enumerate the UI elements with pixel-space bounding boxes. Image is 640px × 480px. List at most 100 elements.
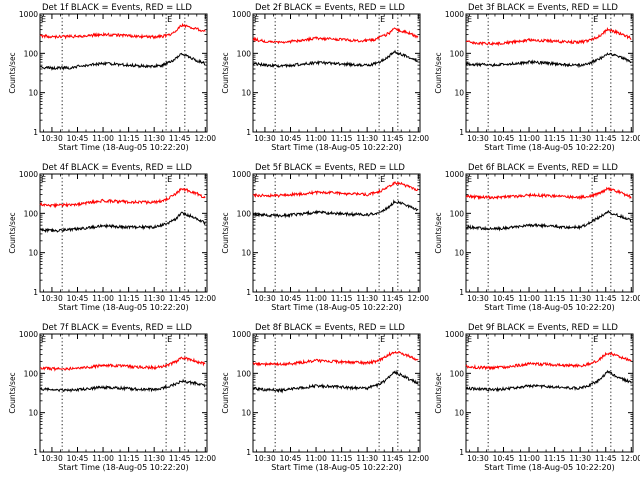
series-line-events [252,199,419,219]
y-tick-label: 100 [450,369,465,378]
y-tick-label: 100 [24,49,39,58]
chart-title: Det 8f BLACK = Events, RED = LLD [255,323,405,333]
y-tick-label: 100 [450,209,465,218]
x-tick-label: 10:30 [41,134,63,143]
event-marker-label: E [467,335,472,344]
chart-panel-1: Det 1f BLACK = Events, RED = LLD 1 10 100 10… [8,3,216,152]
x-tick-label: 12:00 [620,294,640,303]
chart-panel-9: Det 9f BLACK = Events, RED = LLD 1 10 100 10… [434,323,640,472]
x-tick-label: 11:45 [382,454,404,463]
series-line-lld [252,350,419,367]
series-line-events [39,378,206,393]
y-tick-label: 1000 [19,330,38,339]
x-axis-label: Start Time (18-Aug-05 10:22:20) [271,463,402,472]
series-line-lld [40,356,206,372]
x-axis-label: Start Time (18-Aug-05 10:22:20) [271,143,402,152]
chart-panel-2: Det 2f BLACK = Events, RED = LLD 1 10 100 10… [221,3,429,152]
y-tick-label: 100 [237,209,252,218]
x-axis-label: Start Time (18-Aug-05 10:22:20) [484,143,615,152]
y-tick-label: 1 [33,448,38,457]
y-axis-label: Counts/sec [221,212,230,253]
event-marker-label: E [380,15,385,24]
y-tick-label: 10 [28,249,38,258]
event-marker-label: E [41,335,46,344]
x-tick-label: 11:45 [382,294,404,303]
y-tick-label: 10 [454,249,464,258]
x-tick-label: 10:45 [280,294,302,303]
x-tick-label: 11:15 [118,294,140,303]
chart-title: Det 4f BLACK = Events, RED = LLD [42,163,192,173]
series-line-lld [465,186,632,201]
plot-frame [465,333,634,453]
series-line-events [252,369,419,394]
series-line-lld [252,27,419,45]
y-tick-label: 1 [33,128,38,137]
event-marker-label: E [167,15,172,24]
y-tick-label: 1 [459,288,464,297]
y-tick-label: 100 [450,49,465,58]
y-tick-label: 1 [246,288,251,297]
chart-title: Det 2f BLACK = Events, RED = LLD [255,3,405,13]
y-axis-label: Counts/sec [434,212,443,253]
y-tick-label: 1000 [19,170,38,179]
x-tick-label: 11:00 [305,134,327,143]
y-tick-label: 10 [28,409,38,418]
x-tick-label: 12:00 [407,294,429,303]
x-tick-label: 11:00 [305,294,327,303]
x-tick-label: 11:45 [595,134,617,143]
x-tick-label: 11:00 [518,134,540,143]
x-axis-label: Start Time (18-Aug-05 10:22:20) [271,303,402,312]
y-axis-label: Counts/sec [8,52,17,93]
plot-frame [252,333,421,453]
series-line-events [465,210,632,232]
y-tick-label: 1000 [19,10,38,19]
chart-panel-3: Det 3f BLACK = Events, RED = LLD 1 10 100 10… [434,3,640,152]
chart-panel-6: Det 6f BLACK = Events, RED = LLD 1 10 100 10… [434,163,640,312]
x-tick-label: 10:30 [254,134,276,143]
event-marker-label: E [467,15,472,24]
event-marker-label: E [254,15,259,24]
x-tick-label: 10:30 [467,454,489,463]
chart-panel-7: Det 7f BLACK = Events, RED = LLD 1 10 100 10… [8,323,216,472]
x-axis-label: Start Time (18-Aug-05 10:22:20) [58,303,189,312]
x-tick-label: 12:00 [407,454,429,463]
series-line-lld [39,187,206,209]
series-line-events [40,211,206,234]
event-marker-label: E [380,175,385,184]
y-tick-label: 100 [24,369,39,378]
plot-frame [465,13,634,133]
y-tick-label: 100 [24,209,39,218]
x-tick-label: 10:30 [467,294,489,303]
x-tick-label: 11:00 [518,454,540,463]
x-tick-label: 11:45 [169,454,191,463]
x-tick-label: 11:15 [331,134,353,143]
y-tick-label: 1 [246,448,251,457]
x-axis-label: Start Time (18-Aug-05 10:22:20) [58,463,189,472]
x-tick-label: 10:30 [254,454,276,463]
x-tick-label: 11:30 [143,134,165,143]
chart-panel-5: Det 5f BLACK = Events, RED = LLD 1 10 100 10… [221,163,429,312]
series-line-lld [39,22,206,40]
event-marker-label: E [380,335,385,344]
chart-panel-4: Det 4f BLACK = Events, RED = LLD 1 10 100 10… [8,163,216,312]
event-marker-label: E [467,175,472,184]
event-marker-label: E [254,335,259,344]
y-tick-label: 100 [237,49,252,58]
y-tick-label: 1000 [445,10,464,19]
x-tick-label: 11:30 [356,134,378,143]
x-tick-label: 12:00 [407,134,429,143]
event-marker-label: E [593,335,598,344]
event-marker-label: E [593,175,598,184]
x-tick-label: 10:45 [493,134,515,143]
series-line-events [465,52,632,69]
y-tick-label: 1 [246,128,251,137]
chart-title: Det 6f BLACK = Events, RED = LLD [468,163,618,173]
y-axis-label: Counts/sec [8,212,17,253]
x-tick-label: 12:00 [194,134,216,143]
y-tick-label: 10 [28,89,38,98]
event-marker-label: E [41,175,46,184]
x-tick-label: 11:45 [595,294,617,303]
y-tick-label: 1000 [232,10,251,19]
series-line-lld [252,181,419,199]
chart-title: Det 7f BLACK = Events, RED = LLD [42,323,192,333]
